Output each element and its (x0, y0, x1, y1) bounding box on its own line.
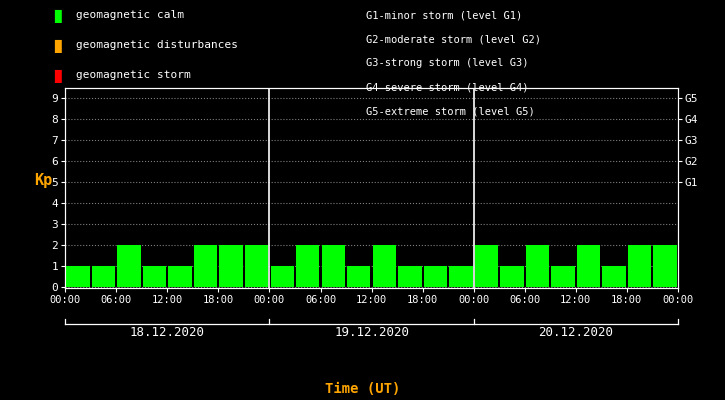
Bar (602, 266, 626, 287)
Text: G2-moderate storm (level G2): G2-moderate storm (level G2) (366, 34, 541, 44)
Bar (270, 266, 294, 287)
Bar (373, 245, 396, 287)
Text: 20.12.2020: 20.12.2020 (538, 326, 613, 339)
Text: geomagnetic storm: geomagnetic storm (76, 70, 191, 80)
Text: 18.12.2020: 18.12.2020 (130, 326, 205, 339)
Bar (347, 266, 370, 287)
Bar (551, 266, 575, 287)
Text: geomagnetic disturbances: geomagnetic disturbances (76, 40, 238, 50)
Bar (577, 245, 600, 287)
Text: G4-severe storm (level G4): G4-severe storm (level G4) (366, 82, 529, 92)
Bar (194, 245, 218, 287)
Text: geomagnetic calm: geomagnetic calm (76, 10, 184, 20)
Bar (92, 266, 115, 287)
Bar (322, 245, 345, 287)
Bar (500, 266, 523, 287)
Text: █: █ (54, 40, 61, 53)
Bar (526, 245, 549, 287)
Text: G1-minor storm (level G1): G1-minor storm (level G1) (366, 10, 523, 20)
Bar (450, 266, 473, 287)
Bar (475, 245, 498, 287)
Bar (628, 245, 651, 287)
Bar (423, 266, 447, 287)
Text: G3-strong storm (level G3): G3-strong storm (level G3) (366, 58, 529, 68)
Bar (245, 245, 268, 287)
Text: █: █ (54, 10, 61, 23)
Bar (220, 245, 243, 287)
Bar (117, 245, 141, 287)
Text: G5-extreme storm (level G5): G5-extreme storm (level G5) (366, 106, 535, 116)
Bar (398, 266, 421, 287)
Bar (653, 245, 677, 287)
Text: █: █ (54, 70, 61, 83)
Bar (143, 266, 166, 287)
Bar (66, 266, 90, 287)
Y-axis label: Kp: Kp (34, 173, 52, 188)
Text: 19.12.2020: 19.12.2020 (334, 326, 409, 339)
Text: Time (UT): Time (UT) (325, 382, 400, 396)
Bar (296, 245, 320, 287)
Bar (168, 266, 192, 287)
